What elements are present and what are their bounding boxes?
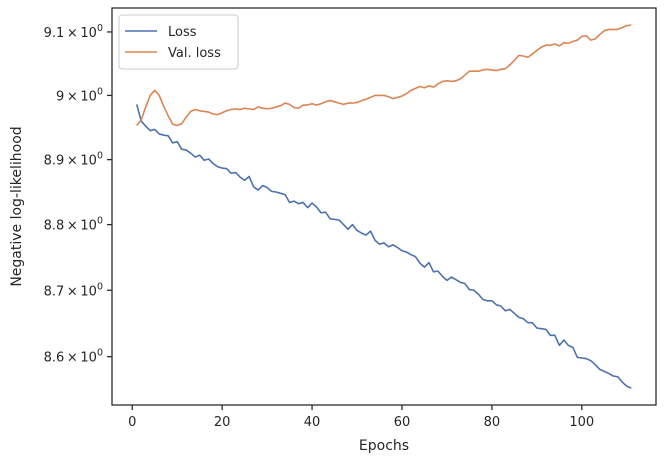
x-tick-label: 0 [128, 415, 136, 430]
x-axis-ticks: 0 20 40 60 80 100 [128, 405, 594, 430]
x-tick-label: 20 [214, 415, 231, 430]
legend: Loss Val. loss [118, 14, 239, 70]
series-line-loss [135, 104, 632, 389]
y-tick-label: 8.9 × 100 [44, 151, 103, 169]
legend-label-loss: Loss [168, 25, 197, 40]
y-axis-label: Negative log-likelihood [9, 126, 25, 286]
x-tick-label: 60 [394, 415, 411, 430]
series-lines [135, 24, 632, 389]
y-tick-label: 8.8 × 100 [44, 216, 103, 234]
legend-box [118, 14, 239, 70]
x-tick-label: 40 [304, 415, 321, 430]
y-tick-label: 8.6 × 100 [44, 348, 103, 366]
y-axis-ticks: 8.6 × 100 8.7 × 100 8.8 × 100 8.9 × 100 9 × … [44, 23, 112, 366]
x-axis-label: Epochs [359, 438, 409, 454]
x-tick-label: 80 [484, 415, 501, 430]
plot-frame [111, 7, 657, 406]
y-tick-label: 8.7 × 100 [44, 281, 103, 299]
legend-label-val-loss: Val. loss [168, 46, 221, 61]
series-line-val-loss [136, 24, 632, 127]
x-tick-label: 100 [569, 415, 594, 430]
y-tick-label: 9 × 100 [56, 86, 103, 104]
y-tick-label: 9.1 × 100 [44, 23, 103, 41]
